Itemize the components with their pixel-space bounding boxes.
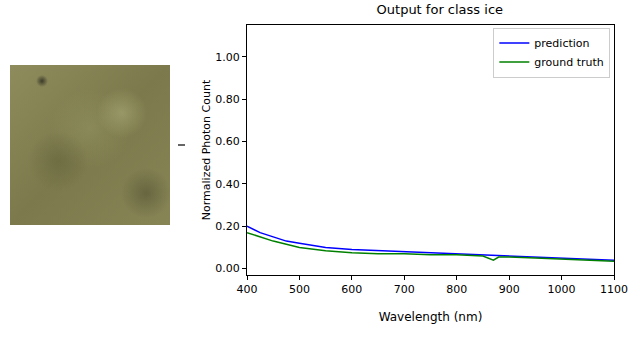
svg-text:Normalized Photon Count: Normalized Photon Count: [200, 79, 213, 220]
svg-text:Output for class ice: Output for class ice: [377, 2, 503, 17]
svg-text:0.40: 0.40: [215, 178, 240, 191]
svg-text:Wavelength (nm): Wavelength (nm): [379, 310, 483, 324]
svg-text:1100: 1100: [600, 283, 628, 296]
svg-text:700: 700: [394, 283, 415, 296]
svg-text:ground truth: ground truth: [534, 56, 604, 69]
svg-text:500: 500: [289, 283, 310, 296]
svg-text:800: 800: [446, 283, 467, 296]
svg-text:400: 400: [237, 283, 258, 296]
svg-text:900: 900: [499, 283, 520, 296]
svg-text:0.00: 0.00: [215, 262, 240, 275]
svg-text:1000: 1000: [548, 283, 576, 296]
svg-text:600: 600: [341, 283, 362, 296]
svg-text:prediction: prediction: [534, 37, 589, 50]
svg-text:0.20: 0.20: [215, 220, 240, 233]
svg-text:1.00: 1.00: [215, 51, 240, 64]
svg-text:0.80: 0.80: [215, 93, 240, 106]
svg-text:0.60: 0.60: [215, 135, 240, 148]
